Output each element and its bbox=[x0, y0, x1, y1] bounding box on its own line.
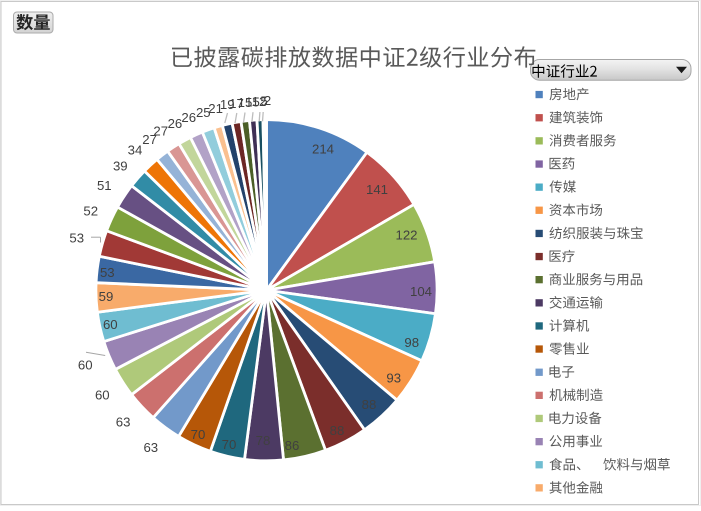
svg-text:122: 122 bbox=[395, 227, 417, 242]
svg-text:17: 17 bbox=[229, 96, 244, 111]
svg-text:27: 27 bbox=[142, 132, 157, 147]
svg-text:15: 15 bbox=[245, 94, 260, 109]
svg-text:21: 21 bbox=[208, 101, 223, 116]
svg-text:60: 60 bbox=[95, 387, 110, 402]
svg-text:34: 34 bbox=[128, 142, 143, 157]
svg-text:60: 60 bbox=[78, 358, 93, 373]
svg-text:70: 70 bbox=[191, 427, 206, 442]
svg-text:88: 88 bbox=[330, 423, 345, 438]
svg-text:26: 26 bbox=[168, 116, 183, 131]
svg-text:59: 59 bbox=[99, 289, 114, 304]
svg-text:15: 15 bbox=[238, 95, 253, 110]
svg-text:63: 63 bbox=[143, 440, 158, 455]
svg-text:70: 70 bbox=[222, 437, 237, 452]
svg-text:39: 39 bbox=[113, 158, 128, 173]
svg-text:78: 78 bbox=[256, 433, 271, 448]
svg-text:27: 27 bbox=[153, 124, 168, 139]
svg-text:104: 104 bbox=[410, 284, 432, 299]
svg-text:63: 63 bbox=[116, 415, 131, 430]
svg-text:98: 98 bbox=[404, 335, 419, 350]
svg-text:53: 53 bbox=[100, 265, 115, 280]
svg-text:2: 2 bbox=[264, 93, 271, 108]
svg-text:141: 141 bbox=[366, 182, 388, 197]
svg-text:53: 53 bbox=[69, 231, 84, 246]
svg-text:52: 52 bbox=[83, 203, 98, 218]
svg-text:60: 60 bbox=[103, 317, 118, 332]
svg-text:88: 88 bbox=[362, 397, 377, 412]
svg-text:93: 93 bbox=[386, 370, 401, 385]
svg-text:51: 51 bbox=[97, 178, 112, 193]
svg-text:25: 25 bbox=[196, 105, 211, 120]
svg-text:86: 86 bbox=[285, 438, 300, 453]
svg-text:5: 5 bbox=[260, 93, 267, 108]
svg-text:26: 26 bbox=[181, 110, 196, 125]
svg-text:19: 19 bbox=[220, 97, 235, 112]
svg-text:214: 214 bbox=[312, 141, 334, 156]
svg-text:12: 12 bbox=[252, 94, 267, 109]
